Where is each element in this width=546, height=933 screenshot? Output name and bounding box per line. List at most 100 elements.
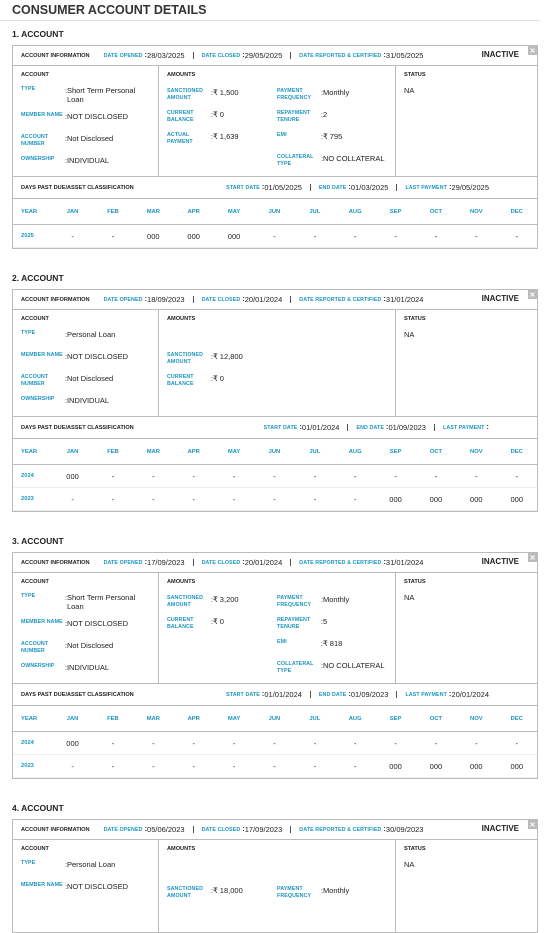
field-value: Not Disclosed xyxy=(66,134,114,143)
field-value: NOT DISCLOSED xyxy=(66,112,129,121)
dpd-cell: - xyxy=(254,487,295,511)
table-header: YEAR JAN FEB MAR APR MAY JUN JUL AUG SEP OCT NOV DEC xyxy=(13,706,537,732)
field-value-wrap: 5 xyxy=(321,617,327,631)
field-value-wrap: Short Term Personal Loan xyxy=(65,593,150,611)
field-label: ACCOUNT NUMBER xyxy=(21,374,49,387)
account-body: ACCOUNT TYPE Personal Loan MEMBER NAMENOT D… xyxy=(13,310,537,417)
dpd-cell: - xyxy=(456,464,497,488)
field-label: PAYMENT FREQUENCY xyxy=(277,88,312,101)
field-value: 31/01/2024 xyxy=(385,295,424,304)
month-header: OCT xyxy=(415,199,457,225)
separator xyxy=(192,559,194,566)
field-label: ACCOUNT NUMBER xyxy=(21,641,49,654)
dpd-cell: - xyxy=(456,731,497,755)
field-value: 20/01/2024 xyxy=(244,295,283,304)
field-value-wrap: Personal Loan xyxy=(65,860,115,874)
month-header: OCT xyxy=(415,706,457,732)
field-value: Not Disclosed xyxy=(66,374,114,383)
field-value-wrap: ₹ 1,500 xyxy=(211,88,239,102)
column-heading: STATUS xyxy=(404,316,426,322)
field-row: TYPE Short Term Personal Loan xyxy=(21,86,150,104)
field-value: Short Term Personal Loan xyxy=(66,593,136,611)
account-header: ACCOUNT INFORMATION DATE OPENED17/09/2023… xyxy=(13,553,537,573)
dpd-title: DAYS PAST DUE/ASSET CLASSIFICATION xyxy=(21,424,134,431)
field-value-wrap: ₹ 1,639 xyxy=(211,132,239,146)
field-label: TYPE xyxy=(21,86,36,92)
status-column: STATUS NA xyxy=(396,66,537,176)
year-row: 2025- -000 000 000- - - - - - - xyxy=(13,224,537,248)
field-row: SANCTIONED AMOUNT ₹ 3,200 xyxy=(167,595,277,609)
account-body: ACCOUNT TYPE Short Term Personal Loan MEMBE… xyxy=(13,66,537,177)
field-value: ₹ 18,000 xyxy=(212,886,243,895)
dpd-cell: - xyxy=(375,224,416,248)
close-button[interactable] xyxy=(528,290,537,299)
dpd-title: DAYS PAST DUE/ASSET CLASSIFICATION xyxy=(21,184,134,191)
field-value: 31/01/2024 xyxy=(385,558,424,567)
dpd-cell: - xyxy=(294,754,335,778)
field-label: DATE OPENED xyxy=(104,52,147,59)
account-card: ACCOUNT INFORMATION DATE OPENED17/09/2023… xyxy=(12,552,538,779)
field-label: ACCOUNT NUMBER xyxy=(21,134,49,147)
field-label: LAST PAYMENT xyxy=(405,691,451,698)
field-label: END DATE xyxy=(356,424,388,431)
close-button[interactable] xyxy=(528,46,537,55)
status-column: STATUS NA xyxy=(396,573,537,683)
dpd-cell: 000 xyxy=(213,224,255,248)
status-column: STATUS NA xyxy=(396,310,537,416)
field-value-wrap: Personal Loan xyxy=(65,330,115,344)
field-row: MEMBER NAMENOT DISCLOSED xyxy=(21,352,150,366)
field-row: OWNERSHIP INDIVIDUAL xyxy=(21,396,150,410)
field-label: DATE REPORTED & CERTIFIED xyxy=(299,52,386,59)
account-column: ACCOUNT TYPE Personal Loan MEMBER NAMENOT D… xyxy=(13,840,159,932)
close-button[interactable] xyxy=(528,553,537,562)
field-label: PAYMENT FREQUENCY xyxy=(277,595,312,608)
month-header: JAN xyxy=(52,199,93,225)
section-heading: 3. ACCOUNT xyxy=(12,536,64,546)
month-header: FEB xyxy=(92,199,134,225)
month-header: JAN xyxy=(52,706,93,732)
field-value: ₹ 0 xyxy=(212,617,224,626)
payment-list xyxy=(277,344,387,410)
month-header: AUG xyxy=(335,199,376,225)
field-value: Not Disclosed xyxy=(66,641,114,650)
field-value: Personal Loan xyxy=(66,330,116,339)
field-value-wrap: 2 xyxy=(321,110,327,124)
dpd-cell: - xyxy=(133,464,174,488)
field-row: OWNERSHIP INDIVIDUAL xyxy=(21,663,150,677)
separator xyxy=(309,691,311,698)
field-value: 28/03/2025 xyxy=(147,51,185,60)
dpd-cell: - xyxy=(213,731,255,755)
month-header: SEP xyxy=(375,439,416,465)
separator xyxy=(290,52,292,59)
status-value: NA xyxy=(404,330,415,339)
field-label: END DATE xyxy=(319,184,351,191)
year: 2023 xyxy=(13,487,53,511)
dpd-cell: 000 xyxy=(52,731,93,755)
field-label: OWNERSHIP xyxy=(21,396,55,402)
account-header: ACCOUNT INFORMATION DATE OPENED05/06/2023… xyxy=(13,820,537,840)
column-heading: ACCOUNT xyxy=(21,579,49,585)
field-row: REPAYMENT TENURE 5 xyxy=(277,617,387,631)
field-value: ₹ 818 xyxy=(322,639,343,648)
field-value-wrap: ₹ 818 xyxy=(321,639,342,653)
dpd-cell: - xyxy=(496,464,537,488)
field-value: NOT DISCLOSED xyxy=(66,619,129,628)
close-button[interactable] xyxy=(528,820,537,829)
field-value: ₹ 0 xyxy=(212,374,224,383)
amounts-list: SANCTIONED AMOUNT ₹ 12,800 CURRENT BALANCE… xyxy=(167,344,277,410)
field-value: 29/05/2025 xyxy=(451,183,489,192)
field-value: NO COLLATERAL xyxy=(322,154,385,163)
month-header: NOV xyxy=(456,199,497,225)
amounts-list: SANCTIONED AMOUNT ₹ 3,200 CURRENT BALANCE ₹… xyxy=(167,587,277,677)
field-label: DATE OPENED xyxy=(104,296,147,303)
month-header: NOV xyxy=(456,706,497,732)
dpd-table: YEAR JAN FEB MAR APR MAY JUN JUL AUG SEP OCT NOV DEC… xyxy=(13,199,537,248)
status-badge: INACTIVE xyxy=(481,294,519,303)
field-value-wrap: Not Disclosed xyxy=(65,374,113,388)
month-header: JAN xyxy=(52,439,93,465)
column-heading: STATUS xyxy=(404,72,426,78)
field-value-wrap: NOT DISCLOSED xyxy=(65,882,128,896)
account-header: ACCOUNT INFORMATION DATE OPENED18/09/2023… xyxy=(13,290,537,310)
dpd-cell: - xyxy=(133,754,174,778)
status-badge: INACTIVE xyxy=(481,50,519,59)
